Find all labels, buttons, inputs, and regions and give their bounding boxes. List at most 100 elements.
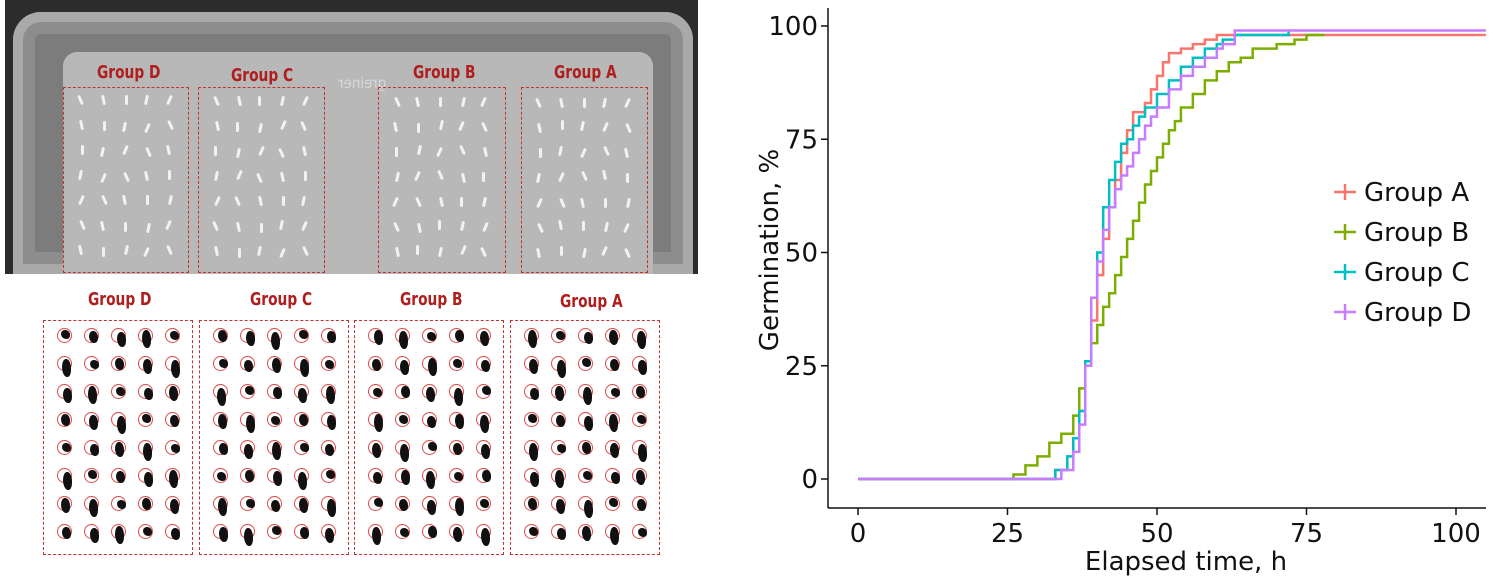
seed-blob [399,499,408,511]
seed-blob [325,444,334,456]
seed-marker-circle [524,412,539,427]
seed-marker-circle [267,412,282,427]
seed-blob [454,472,463,481]
seed-blob [480,415,489,433]
seed-blob [218,498,227,516]
seed-blob [62,359,71,377]
series-line-group-c [858,30,1290,481]
seed-blob [482,386,491,395]
bottom-group-c-box [199,320,349,555]
seed-blob [117,500,126,509]
top-group-a-label: Group A [554,62,617,83]
seed-blob [170,499,179,514]
seedling [304,171,307,181]
y-tick-label: 75 [785,125,818,155]
seed-blob [528,498,537,510]
seed-blob [453,359,462,368]
germination-chart: 0 25 50 75 100 0 25 50 75 100 Elapsed time, h Ger… [755,8,1486,577]
seed-marker-circle [213,468,228,483]
bottom-group-a-label: Group A [560,291,623,312]
seed-blob [272,442,281,460]
seed-blob [426,471,435,489]
seed-blob [327,331,336,343]
seed-blob [453,443,462,455]
seed-blob [62,527,71,539]
seed-blob [455,498,464,516]
seed-marker-circle [476,496,491,511]
top-group-d-box [63,87,189,273]
seed-marker-circle [138,496,153,511]
seed-blob [272,358,281,373]
seed-blob [530,472,539,487]
seed-marker-circle [632,412,647,427]
seed-blob [115,526,124,544]
seed-blob [88,386,97,404]
seed-blob [556,331,565,340]
seedling [583,98,586,108]
seedling [560,246,563,256]
seed-blob [142,498,151,510]
seed-blob [115,442,124,457]
seed-blob [271,416,280,425]
seedling [236,122,239,132]
seed-marker-circle [57,328,72,343]
seed-blob [89,415,98,430]
seed-blob [427,500,436,515]
seed-blob [326,386,335,404]
seed-blob [217,472,226,481]
petri-dish-photo: greiner Group D Group C Group B Group A [5,0,698,274]
seed-blob [273,387,282,399]
x-tick-label: 75 [1290,519,1323,549]
seed-blob [170,415,179,427]
seed-blob [63,388,72,403]
seed-blob [426,387,435,402]
seed-blob [556,415,565,427]
top-group-b-box [378,87,506,273]
seedling [439,97,442,107]
seed-blob [63,472,72,490]
y-tick-label: 100 [768,12,818,42]
seed-blob [555,470,564,488]
seed-blob [455,414,464,429]
seedling [438,220,441,230]
seed-blob [300,359,309,377]
series-line-group-b [858,33,1325,481]
seed-blob [171,528,180,540]
seed-marker-circle [449,356,464,371]
seed-blob [372,527,381,545]
seed-blob [219,443,228,455]
seed-blob [372,443,381,458]
seed-blob [271,332,280,350]
seed-blob [610,359,619,371]
seed-blob [299,414,308,426]
seed-blob [171,444,180,453]
seed-blob [61,498,70,513]
legend-entry-label: Group B [1364,218,1469,248]
chart-legend: Group A Group B Group C Group D [1334,178,1471,328]
seed-blob [453,527,462,542]
seed-blob [143,527,152,536]
seed-blob [528,414,537,423]
seed-blob [89,331,98,343]
legend-entry-label: Group A [1364,178,1469,208]
seed-blob [636,470,645,485]
legend-entry-label: Group C [1364,258,1470,288]
seed-blob [246,499,255,508]
seed-blob [528,330,537,348]
seed-blob [427,416,436,428]
seed-marker-circle [294,328,309,343]
seed-blob [556,499,565,514]
seed-blob [637,331,646,349]
seed-marker-circle [57,412,72,427]
seed-marker-circle [395,524,410,539]
seedling [168,170,171,180]
seed-blob [557,528,566,540]
seedling [146,195,149,205]
seed-blob [245,386,254,395]
seed-blob [481,360,490,372]
seed-blob [299,498,308,513]
seed-blob [481,528,490,546]
legend-entry-label: Group D [1364,298,1471,328]
seed-blob [246,415,255,433]
seed-blob [325,360,334,369]
